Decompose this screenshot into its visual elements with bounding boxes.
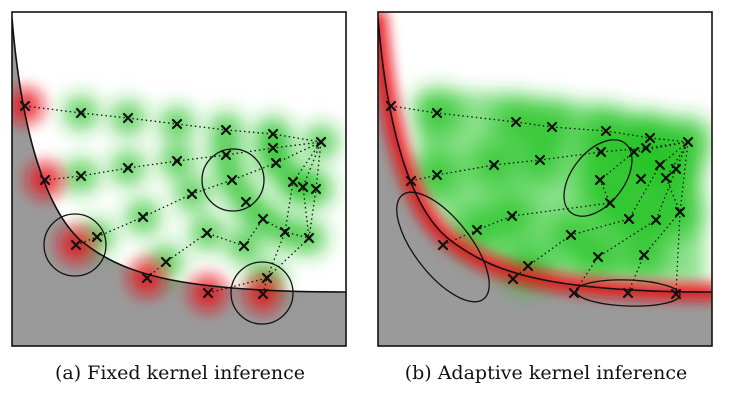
highlight-circle [230,261,294,325]
sample-marker [267,128,279,140]
sample-marker [437,239,449,251]
sample-marker [137,211,149,223]
free-kernel-wash [416,91,705,285]
sample-marker [226,174,238,186]
highlight-circles [43,148,294,325]
sample-marker [122,162,134,174]
sample-marker [238,240,250,252]
sample-marker [488,159,500,171]
sample-marker [638,249,650,261]
highlight-ellipses [396,139,681,307]
sample-marker [171,118,183,130]
sample-marker [510,116,522,128]
sample-marker [568,287,580,299]
obstacle-boundary [378,17,712,293]
panel-frame [11,11,347,347]
sample-marker [279,226,291,238]
sample-marker [315,136,327,148]
highlight-circle [201,148,265,212]
sample-marker [310,183,322,195]
sample-marker [565,229,577,241]
sample-marker [622,287,634,299]
sample-marker [287,176,299,188]
sample-marker [660,172,672,184]
sample-marker [670,163,682,175]
sample-marker [644,132,656,144]
sample-marker [507,273,519,285]
highlight-ellipse [563,139,633,217]
sample-marker [267,142,279,154]
sample-markers [385,100,694,300]
sample-marker [160,256,172,268]
sample-marker [623,213,635,225]
sample-marker [141,272,153,284]
sample-marker [471,224,483,236]
sample-marker [122,112,134,124]
sample-marker [431,169,443,181]
sample-marker [682,136,694,148]
panel-fixed-kernel [11,11,347,347]
highlight-circle [43,213,107,277]
sample-marker [39,174,51,186]
sample-marker [522,260,534,272]
obstacle-region [12,18,346,346]
sample-marker [240,196,252,208]
sample-marker [628,146,640,158]
sample-marker [171,155,183,167]
sample-marker [303,232,315,244]
sample-marker [75,170,87,182]
sample-marker [91,231,103,243]
sample-markers [19,100,327,300]
sample-marker [70,239,82,251]
sample-marker [257,213,269,225]
caption-adaptive-kernel: (b) Adaptive kernel inference [404,362,688,384]
sample-ray [146,141,322,279]
sample-marker [261,272,273,284]
sample-marker [220,124,232,136]
sample-ray [573,141,689,294]
sample-marker [600,125,612,137]
sample-marker [405,175,417,187]
sample-marker [297,181,309,193]
sample-marker [19,100,31,112]
sample-marker [670,288,682,300]
panel-adaptive-kernel [377,11,713,347]
sample-marker [604,197,616,209]
sample-marker [595,146,607,158]
panel-frame [377,11,713,347]
sample-marker [674,206,686,218]
sample-marker [534,154,546,166]
highlight-ellipse [396,191,490,303]
sample-marker [650,214,662,226]
sample-marker [592,251,604,263]
sample-marker [257,288,269,300]
sample-marker [431,107,443,119]
sample-ray [665,141,689,295]
obstacle-region [378,18,712,346]
sample-marker [594,174,606,186]
sample-marker [75,107,87,119]
sample-marker [270,157,282,169]
sample-marker [202,287,214,299]
sample-marker [220,149,232,161]
caption-fixed-kernel: (a) Fixed kernel inference [54,362,306,384]
sample-marker [635,173,647,185]
sample-marker [186,188,198,200]
sample-ray [207,141,322,294]
sample-marker [385,100,397,112]
sample-marker [654,159,666,171]
sample-marker [640,142,652,154]
sample-marker [506,210,518,222]
sample-marker [201,227,213,239]
sample-marker [546,121,558,133]
